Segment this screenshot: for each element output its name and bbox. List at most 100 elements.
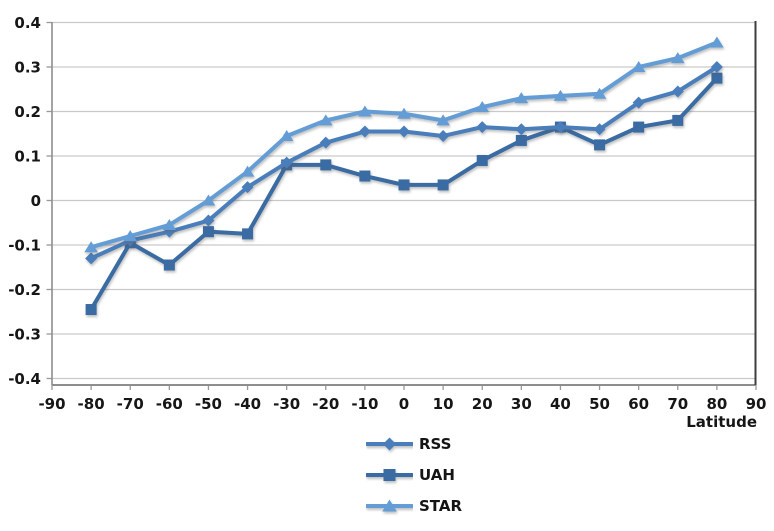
series-rss [85, 61, 723, 265]
triangle-marker-icon [592, 87, 607, 99]
diamond-marker-icon [280, 156, 293, 169]
y-tick-label: 0.2 [14, 103, 41, 121]
square-marker-icon [320, 159, 332, 171]
star-line [89, 40, 719, 250]
legend-swatch-svg [365, 437, 414, 450]
diamond-marker-icon [437, 129, 450, 142]
square-marker-icon [672, 114, 684, 126]
diamond-marker-icon [710, 61, 723, 73]
triangle-marker-icon [201, 194, 216, 206]
rss-line [89, 65, 719, 261]
triangle-marker-icon [397, 107, 411, 119]
x-tick-label: -90 [38, 395, 65, 413]
triangle-marker-icon [475, 101, 490, 113]
series-star [84, 36, 724, 253]
x-axis-title: Latitude [686, 413, 757, 431]
legend-label-rss: RSS [419, 434, 452, 453]
legend-swatch-svg [365, 499, 414, 511]
diamond-marker-icon [671, 85, 684, 98]
x-tick-label: 40 [550, 395, 571, 413]
x-tick-label: -30 [273, 395, 300, 413]
triangle-marker-icon [123, 230, 138, 242]
legend-item-uah: UAH [365, 464, 462, 485]
triangle-marker-icon [631, 61, 646, 72]
y-tick-label: 0.4 [14, 14, 41, 32]
square-marker-icon [711, 72, 723, 84]
square-marker-icon [633, 121, 645, 133]
square-marker-icon [476, 154, 488, 166]
triangle-marker-icon [670, 52, 685, 64]
square-marker-icon [437, 179, 449, 191]
legend-swatch-rss [365, 437, 414, 450]
triangle-marker-icon [279, 129, 294, 141]
star-triangle-legend-icon [365, 496, 414, 516]
triangle-marker-icon [710, 36, 724, 48]
diamond-marker-icon [202, 214, 215, 227]
diamond-marker-icon [241, 181, 254, 194]
x-tick-label: 60 [628, 395, 649, 413]
triangle-marker-icon [162, 218, 177, 230]
chart-legend: RSS UAH STAR [365, 433, 463, 516]
square-marker-icon [594, 139, 606, 151]
x-tick-label: -50 [195, 395, 222, 413]
triangle-marker-icon [553, 89, 568, 101]
diamond-marker-icon [515, 123, 528, 136]
x-tick-label: 30 [511, 395, 532, 413]
legend-swatch-uah [365, 468, 414, 481]
x-tick-label: -60 [156, 395, 183, 413]
diamond-marker-icon [476, 121, 489, 134]
y-tick-label: -0.4 [8, 370, 41, 388]
triangle-marker-icon [318, 114, 333, 126]
x-tick-label: -40 [234, 395, 261, 413]
y-tick-label: 0.3 [14, 59, 41, 77]
y-tick-label: -0.2 [8, 281, 41, 299]
square-marker-icon [163, 259, 175, 271]
x-tick-label: 70 [667, 395, 688, 413]
diamond-marker-icon [383, 437, 396, 450]
triangle-marker-icon [240, 165, 255, 177]
triangle-marker-icon [514, 92, 529, 104]
x-tick-label: 0 [399, 395, 409, 413]
diamond-marker-icon [319, 136, 332, 149]
legend-label-star: STAR [419, 496, 463, 515]
triangle-marker-icon [436, 114, 450, 126]
square-marker-icon [515, 134, 527, 146]
square-marker-icon [383, 468, 396, 481]
legend-swatch-star [365, 499, 414, 511]
diamond-marker-icon [554, 121, 567, 134]
y-tick-label: -0.3 [8, 326, 41, 344]
triangle-marker-icon [84, 241, 98, 253]
diamond-marker-icon [398, 125, 410, 138]
diamond-marker-icon [632, 96, 645, 109]
y-tick-label: -0.1 [8, 237, 41, 255]
legend-item-rss: RSS [365, 433, 462, 454]
y-tick-label: 0 [31, 192, 41, 210]
diamond-marker-icon [358, 125, 371, 138]
diamond-marker-icon [593, 123, 606, 136]
x-tick-label: -20 [312, 395, 339, 413]
x-tick-label: 20 [472, 395, 493, 413]
square-marker-icon [85, 304, 97, 316]
series-uah [85, 72, 723, 316]
uah-square-legend-icon [365, 465, 414, 485]
legend-label-uah: UAH [419, 465, 455, 484]
x-tick-label: -80 [78, 395, 105, 413]
legend-swatch-svg [365, 468, 414, 481]
x-tick-label: 10 [433, 395, 454, 413]
triangle-marker-icon [358, 105, 372, 117]
diamond-marker-icon [85, 252, 98, 265]
x-tick-label: -10 [351, 395, 378, 413]
rss-diamond-legend-icon [365, 434, 414, 454]
legend-item-star: STAR [365, 495, 463, 516]
square-marker-icon [202, 226, 214, 238]
square-marker-icon [359, 170, 371, 182]
square-marker-icon [242, 228, 254, 240]
y-tick-label: 0.1 [14, 148, 41, 166]
x-tick-label: -70 [117, 395, 144, 413]
x-tick-label: 50 [589, 395, 610, 413]
square-marker-icon [398, 179, 410, 191]
triangle-marker-icon [382, 499, 397, 511]
x-tick-label: 80 [706, 395, 727, 413]
